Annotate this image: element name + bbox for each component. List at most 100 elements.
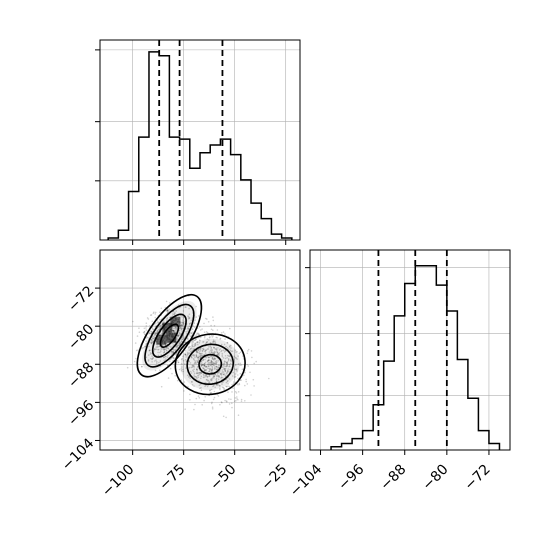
density-point [204, 374, 207, 377]
density-point [187, 329, 189, 331]
density-point [241, 368, 244, 371]
density-point [224, 369, 226, 371]
density-point [149, 349, 151, 352]
density-point [199, 357, 202, 359]
density-point [221, 355, 224, 358]
density-point [193, 359, 195, 361]
density-point [218, 375, 220, 378]
density-point [211, 336, 214, 338]
density-point [246, 352, 249, 355]
right-histogram-frame [309, 249, 511, 451]
density-point [224, 355, 227, 357]
density-point [194, 360, 196, 362]
density-point [231, 350, 234, 353]
density-point [188, 346, 190, 348]
density-point [151, 358, 153, 361]
density-point [180, 324, 183, 327]
density-point [205, 341, 208, 344]
density-point [227, 379, 229, 382]
density-point [141, 365, 143, 368]
density-point [144, 346, 146, 348]
density-point [173, 330, 175, 333]
density-point [198, 379, 200, 382]
density-point [177, 361, 180, 364]
density-point [204, 368, 206, 371]
density-point [225, 361, 228, 364]
density-point [160, 348, 163, 351]
density-point [216, 375, 218, 378]
density-point [236, 368, 238, 370]
density-point [214, 386, 216, 389]
density-point [152, 357, 154, 360]
density-point [166, 350, 168, 352]
density-point [199, 371, 201, 374]
density-point [180, 339, 183, 342]
density-point [210, 369, 213, 372]
density-point [147, 359, 150, 361]
density-point [188, 323, 191, 325]
density-point [199, 336, 202, 339]
density-point [174, 374, 176, 377]
density-point [145, 356, 148, 359]
density-point [213, 390, 216, 393]
density-point [169, 360, 171, 363]
density-point [211, 401, 213, 404]
density-point [196, 350, 198, 353]
density-point [181, 330, 183, 333]
density-point [207, 321, 210, 323]
density-point [235, 368, 238, 371]
density-point [152, 356, 154, 359]
density-point [191, 342, 193, 344]
density-point [188, 352, 190, 355]
density-point [156, 345, 158, 347]
density-point [224, 374, 226, 377]
density-point [211, 377, 213, 380]
density-point [165, 355, 167, 358]
density-point [244, 384, 246, 387]
density-point [233, 368, 235, 370]
density-point [210, 402, 213, 405]
density-panel: −100 −75 −50 −25 −72−80−88−96−104 [59, 249, 301, 500]
density-point [194, 342, 196, 345]
density-point [213, 396, 216, 399]
density-point [224, 370, 227, 373]
density-point [202, 348, 205, 351]
density-point [204, 385, 206, 388]
density-point [157, 321, 159, 323]
density-point [163, 351, 166, 353]
density-point [196, 333, 198, 336]
density-point [136, 335, 139, 337]
density-point [206, 385, 209, 388]
density-point [215, 365, 217, 368]
density-point [232, 382, 235, 385]
density-point [239, 379, 242, 381]
density-point [217, 353, 220, 355]
density-point [194, 338, 197, 341]
density-point [126, 366, 129, 369]
density-point [193, 385, 195, 387]
density-point [193, 362, 196, 365]
density-point [217, 347, 219, 349]
density-point [172, 329, 174, 332]
density-point [178, 327, 181, 330]
density-point [245, 378, 247, 381]
density-point [155, 332, 157, 335]
density-point [209, 367, 212, 370]
density-point [224, 338, 226, 340]
density-point [175, 326, 177, 329]
density-point [213, 365, 216, 367]
density-point [149, 332, 151, 334]
density-point [227, 370, 229, 373]
density-point [233, 359, 236, 361]
density-point [210, 328, 213, 331]
density-point [151, 328, 154, 330]
density-point [210, 363, 213, 366]
density-point [204, 381, 207, 384]
density-point [137, 349, 139, 351]
density-point [222, 373, 225, 376]
density-point [177, 334, 179, 336]
density-point [167, 347, 169, 350]
density-point [218, 366, 220, 369]
top-histogram-frame [99, 39, 301, 241]
